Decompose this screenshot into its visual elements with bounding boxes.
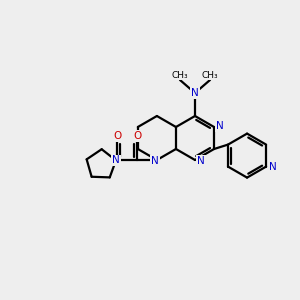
Text: N: N (191, 88, 199, 98)
Text: N: N (151, 156, 159, 166)
Text: N: N (197, 156, 205, 166)
Text: CH₃: CH₃ (172, 70, 188, 80)
Text: O: O (133, 131, 141, 141)
Text: O: O (113, 131, 122, 141)
Text: N: N (269, 162, 277, 172)
Text: N: N (216, 121, 224, 131)
Text: N: N (112, 155, 120, 165)
Text: CH₃: CH₃ (202, 70, 218, 80)
